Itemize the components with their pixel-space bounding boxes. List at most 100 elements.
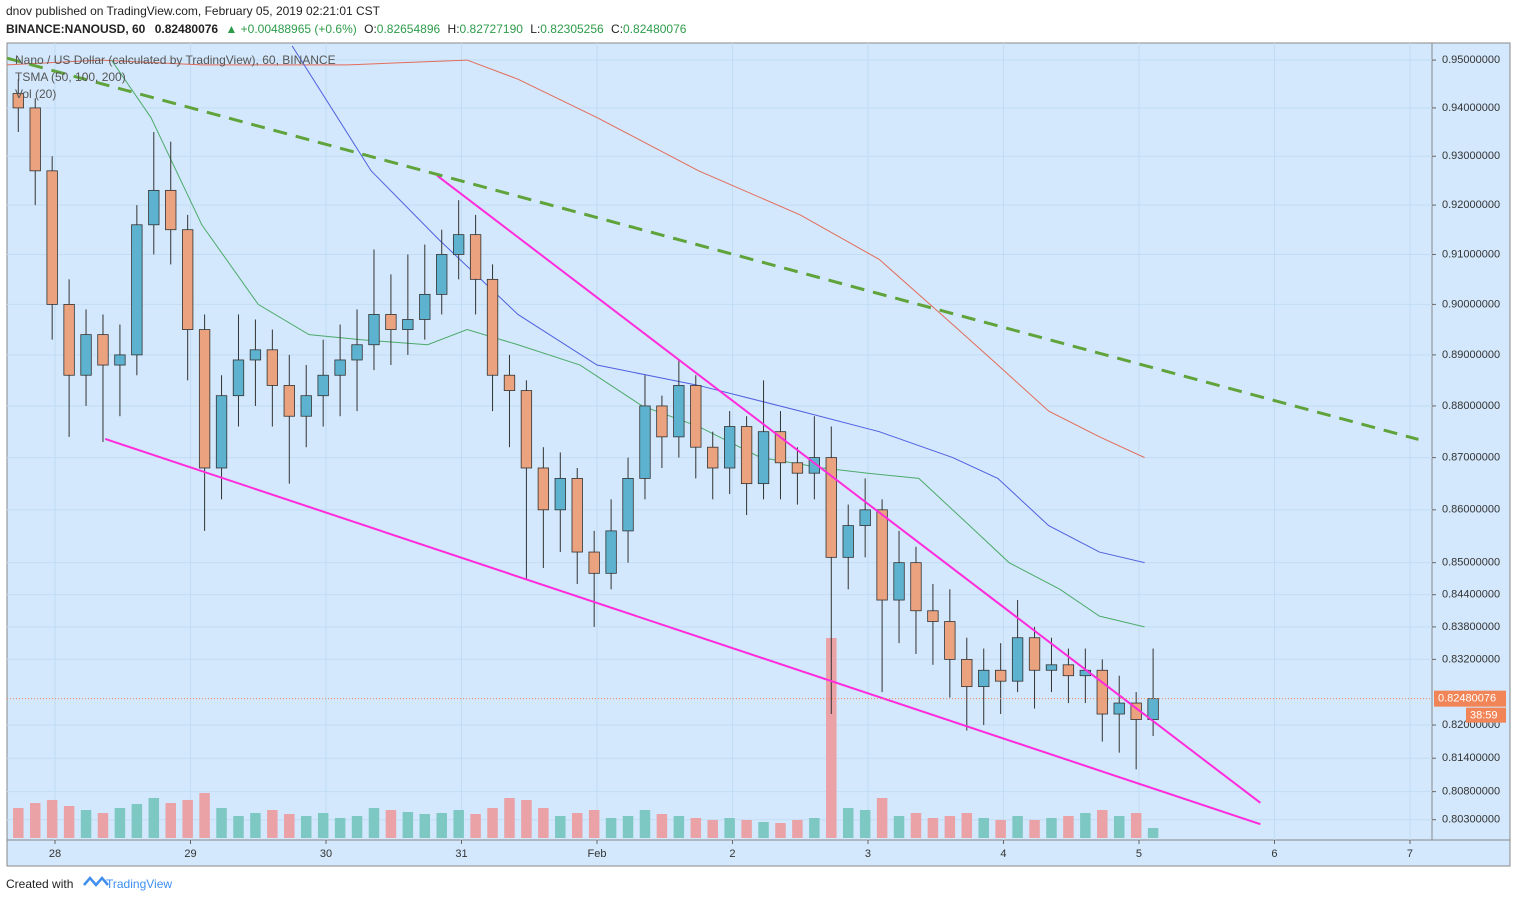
line xyxy=(7,56,1419,441)
volume-bar xyxy=(199,793,210,838)
chart: 0.95000000 0.94000000 0.93000000 0.92000000… xyxy=(7,43,1506,860)
symbol-line: BINANCE:NANOUSD, 60 0.82480076 ▲ +0.0048… xyxy=(6,22,687,36)
candle-body xyxy=(317,374,329,397)
y-tick-label: 0.80800000 xyxy=(1442,786,1500,798)
volume-bar xyxy=(639,810,651,838)
volume-bar xyxy=(334,818,346,838)
y-tick-label: 0.86000000 xyxy=(1442,504,1500,516)
volume-bar xyxy=(1113,816,1125,838)
volume-bar xyxy=(368,808,380,838)
volume-bar xyxy=(927,818,939,838)
volume-bar xyxy=(538,808,549,838)
price-tag-label: 0.82480076 xyxy=(1438,693,1496,705)
volume-bar xyxy=(910,813,922,838)
volume-bar xyxy=(1080,813,1091,838)
volume-bar xyxy=(267,810,278,838)
x-tick-label: Feb xyxy=(588,848,607,860)
volume-bar xyxy=(114,808,126,838)
candle-body xyxy=(554,478,566,511)
volume-bar xyxy=(419,814,431,838)
volume-bar xyxy=(961,813,973,838)
countdown: 38:59 xyxy=(1470,710,1498,722)
candle-body xyxy=(486,278,499,376)
candle-body xyxy=(724,426,736,469)
candle-body xyxy=(893,562,905,601)
volume-bar xyxy=(792,820,803,838)
x-tick-label: 4 xyxy=(1000,848,1006,860)
line xyxy=(291,45,1145,564)
candle-body xyxy=(859,509,871,527)
volume-bar xyxy=(995,820,1006,838)
volume-bar xyxy=(588,810,600,838)
volume-bar xyxy=(571,813,583,838)
candle-body xyxy=(148,189,160,226)
volume-bar xyxy=(724,818,735,838)
candle-body xyxy=(961,658,973,688)
volume-bar xyxy=(605,818,617,838)
ohlc-value: 0.82654896 xyxy=(377,22,441,36)
candle-body xyxy=(1113,702,1125,715)
volume-bar xyxy=(453,810,464,838)
y-tick-label: 0.85000000 xyxy=(1442,557,1500,569)
candle-body xyxy=(622,478,634,532)
volume-bar xyxy=(1097,810,1108,838)
symbol: BINANCE:NANOUSD, 60 xyxy=(6,22,146,36)
line xyxy=(104,437,1261,826)
candle-body xyxy=(453,234,465,255)
candle-body xyxy=(656,405,668,438)
y-tick-label: 0.89000000 xyxy=(1442,349,1500,361)
candle-body xyxy=(520,390,533,469)
candle-body xyxy=(1011,637,1024,682)
y-tick-label: 0.92000000 xyxy=(1442,199,1500,211)
change: ▲ +0.00488965 (+0.6%) xyxy=(225,22,356,36)
x-tick-label: 6 xyxy=(1271,848,1277,860)
volume-bar xyxy=(165,803,176,838)
volume-bar xyxy=(470,814,481,838)
volume-bar xyxy=(284,814,295,838)
candle-body xyxy=(402,319,414,330)
volume-bar xyxy=(842,808,854,838)
volume-bar xyxy=(775,823,786,838)
candle-body xyxy=(876,509,888,601)
y-tick-label: 0.81400000 xyxy=(1442,752,1500,764)
volume-bar xyxy=(504,798,515,838)
footer-brand: TradingView xyxy=(106,877,172,891)
candle-body xyxy=(605,530,617,574)
y-tick-label: 0.94000000 xyxy=(1442,102,1500,114)
candle-body xyxy=(351,344,363,361)
candle-body xyxy=(571,478,583,553)
volume-bar xyxy=(233,816,244,838)
candle-body xyxy=(436,254,448,295)
candle-body xyxy=(131,224,143,356)
candle-body xyxy=(1028,637,1041,671)
y-tick-label: 0.93000000 xyxy=(1442,150,1500,162)
footer-prefix: Created with xyxy=(6,877,73,891)
candle-body xyxy=(300,395,312,417)
x-tick-label: 2 xyxy=(729,848,735,860)
candle-body xyxy=(690,385,702,448)
brand-logo xyxy=(83,876,109,887)
candle-body xyxy=(791,462,804,474)
candle-body xyxy=(198,329,211,469)
volume-bar xyxy=(876,798,888,838)
plot-area xyxy=(6,42,1433,841)
ohlc-value: 0.82305256 xyxy=(540,22,604,36)
volume-bar xyxy=(1147,828,1159,838)
legend-volume: Vol (20) xyxy=(15,87,56,101)
candle-body xyxy=(469,234,482,280)
volume-bar xyxy=(63,806,75,838)
candle-body xyxy=(385,314,397,330)
x-tick-label: 5 xyxy=(1136,848,1142,860)
candle-body xyxy=(842,525,854,558)
volume-bar xyxy=(673,816,685,838)
volume-bar xyxy=(182,800,193,838)
y-tick-label: 0.88000000 xyxy=(1442,400,1500,412)
price-axis xyxy=(1431,42,1511,841)
volume-bar xyxy=(148,798,160,838)
ohlc-label: C: xyxy=(611,22,623,36)
publisher: dnov published on TradingView.com, Febru… xyxy=(6,4,381,18)
ohlc-label: H: xyxy=(448,22,460,36)
candle-body xyxy=(182,229,194,330)
candle-body xyxy=(249,349,262,361)
volume-bar xyxy=(809,818,820,838)
